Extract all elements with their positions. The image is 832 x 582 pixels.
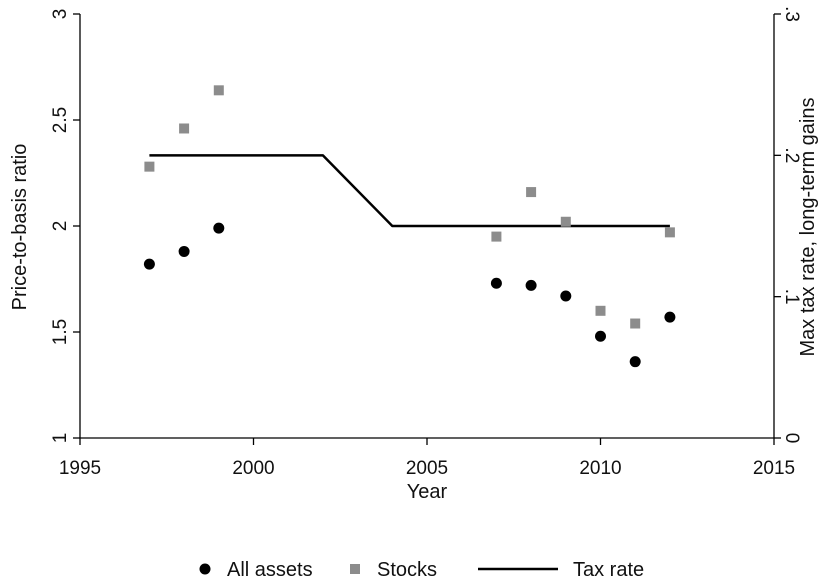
all-assets-point-2010 bbox=[595, 330, 606, 342]
right-y-tick-label-0: 0 bbox=[781, 433, 802, 444]
axes: 1995 2000 2005 2010 2015 1 1.5 2 2.5 3 0 .1 .2 .3 bbox=[50, 6, 802, 479]
stocks-point-1998 bbox=[179, 123, 190, 134]
right-y-tick-label-.1: .1 bbox=[781, 289, 802, 305]
all-assets-point-1999 bbox=[213, 222, 225, 234]
legend-all-assets-marker bbox=[199, 563, 211, 575]
stocks-point-1999 bbox=[213, 85, 224, 96]
left-y-tick-label-1: 1 bbox=[50, 433, 71, 444]
legend: All assets Stocks Tax rate bbox=[199, 559, 644, 581]
right-y-tick-label-.2: .2 bbox=[781, 147, 802, 163]
x-axis-title: Year bbox=[407, 481, 448, 503]
right-y-axis-title: Max tax rate, long-term gains bbox=[797, 98, 819, 357]
stocks-point-2007 bbox=[491, 231, 502, 242]
all-assets-point-1997 bbox=[143, 258, 155, 270]
x-tick-label-2015: 2015 bbox=[753, 458, 795, 479]
stocks-point-2010 bbox=[595, 305, 606, 316]
x-tick-label-2005: 2005 bbox=[406, 458, 448, 479]
legend-stocks-marker bbox=[350, 564, 360, 574]
left-y-tick-label-2.5: 2.5 bbox=[50, 107, 71, 133]
stocks-point-1997 bbox=[144, 161, 155, 172]
legend-all-assets-label: All assets bbox=[227, 559, 313, 581]
right-y-tick-label-.3: .3 bbox=[781, 6, 802, 22]
left-y-tick-label-3: 3 bbox=[50, 9, 71, 20]
tax-rate-series bbox=[149, 154, 670, 228]
left-y-tick-label-1.5: 1.5 bbox=[50, 319, 71, 345]
all-assets-point-2009 bbox=[560, 290, 572, 302]
all-assets-point-2012 bbox=[664, 311, 676, 323]
left-y-tick-label-2: 2 bbox=[50, 221, 71, 232]
stocks-point-2009 bbox=[560, 216, 571, 227]
x-tick-label-1995: 1995 bbox=[59, 458, 101, 479]
all-assets-point-1998 bbox=[178, 245, 190, 257]
x-tick-label-2000: 2000 bbox=[232, 458, 274, 479]
point-series bbox=[143, 85, 676, 368]
stocks-point-2011 bbox=[630, 318, 641, 329]
x-tick-label-2010: 2010 bbox=[579, 458, 621, 479]
stocks-point-2012 bbox=[664, 227, 675, 238]
all-assets-point-2008 bbox=[525, 279, 537, 291]
left-y-axis-title: Price-to-basis ratio bbox=[9, 144, 31, 311]
tax-rate-line bbox=[149, 154, 670, 228]
all-assets-point-2011 bbox=[629, 356, 641, 368]
all-assets-point-2007 bbox=[490, 277, 502, 289]
legend-tax-rate-label: Tax rate bbox=[573, 559, 644, 581]
legend-stocks-label: Stocks bbox=[377, 559, 437, 581]
stocks-point-2008 bbox=[526, 187, 537, 198]
